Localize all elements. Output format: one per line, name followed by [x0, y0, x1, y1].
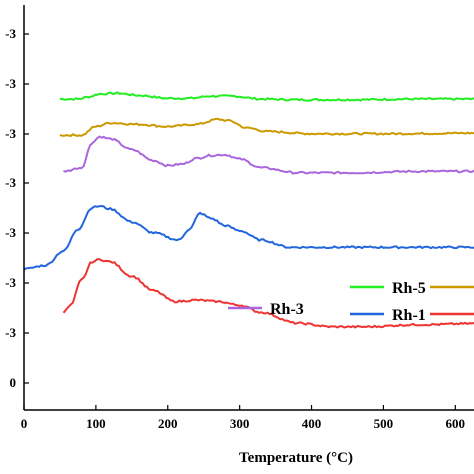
- y-tick-label: -3: [5, 175, 16, 190]
- legend-label: Rh-5: [392, 280, 426, 297]
- x-tick-label: 600: [446, 416, 466, 431]
- series-line-3: [63, 135, 474, 175]
- legend-label: Rh-1: [392, 307, 426, 324]
- series-line-4: [23, 204, 474, 271]
- series-line-2: [59, 117, 474, 138]
- x-tick-label: 500: [374, 416, 394, 431]
- y-tick-label: -3: [5, 76, 16, 91]
- y-tick-label: -3: [5, 325, 16, 340]
- x-tick-label: 200: [158, 416, 178, 431]
- x-axis-title: Temperature (°C): [239, 450, 353, 466]
- legend-label: Rh-3: [270, 301, 304, 318]
- y-tick-label: -3: [5, 275, 16, 290]
- series-line-1: [59, 91, 474, 102]
- plot-area: [23, 91, 474, 329]
- y-tick-label: -3: [5, 126, 16, 141]
- legend: Rh-5 Rh-3 Rh-1: [228, 280, 474, 324]
- series-line-5: [62, 258, 474, 329]
- axes: 0 100 200 300 400 500 600 -3 -3 -3 -3 -3 -3 -3 0 Temper…: [5, 5, 474, 466]
- y-tick-label: -3: [5, 26, 16, 41]
- x-tick-label: 300: [230, 416, 250, 431]
- y-tick-label: 0: [10, 375, 17, 390]
- x-tick-label: 0: [21, 416, 28, 431]
- x-tick-label: 100: [86, 416, 106, 431]
- y-tick-label: -3: [5, 225, 16, 240]
- x-tick-label: 400: [302, 416, 322, 431]
